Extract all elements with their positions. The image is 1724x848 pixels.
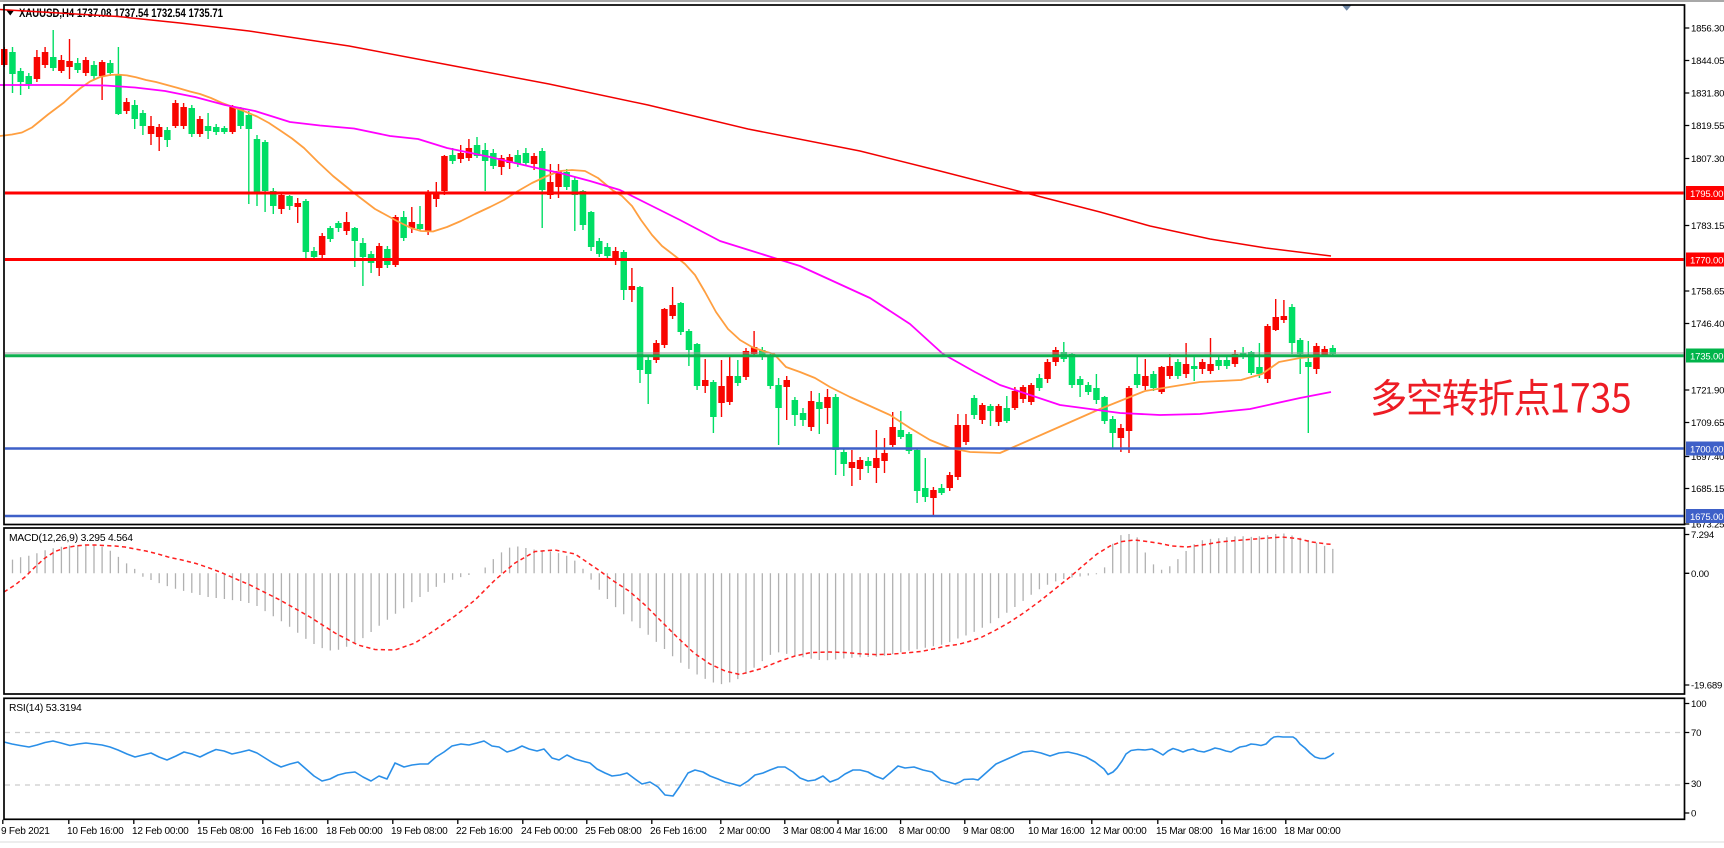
svg-text:MACD(12,26,9) 3.295 4.564: MACD(12,26,9) 3.295 4.564 xyxy=(9,533,133,544)
svg-text:25 Feb 08:00: 25 Feb 08:00 xyxy=(585,826,642,837)
svg-text:26 Feb 16:00: 26 Feb 16:00 xyxy=(650,826,707,837)
svg-text:10 Feb 16:00: 10 Feb 16:00 xyxy=(67,826,124,837)
svg-text:1709.65: 1709.65 xyxy=(1691,418,1724,429)
svg-text:XAUUSD,H4 1737.08 1737.54 173: XAUUSD,H4 1737.08 1737.54 1732.54 1735.7… xyxy=(19,6,223,20)
svg-text:1807.30: 1807.30 xyxy=(1691,154,1724,165)
svg-text:1721.90: 1721.90 xyxy=(1691,386,1724,397)
svg-text:1783.15: 1783.15 xyxy=(1691,221,1724,232)
svg-text:1697.40: 1697.40 xyxy=(1691,452,1724,463)
svg-text:7.294: 7.294 xyxy=(1691,530,1715,541)
svg-text:30: 30 xyxy=(1691,779,1701,790)
svg-text:1856.30: 1856.30 xyxy=(1691,24,1724,35)
svg-text:0: 0 xyxy=(1691,809,1696,820)
svg-text:0.00: 0.00 xyxy=(1691,569,1709,580)
svg-text:10 Mar 16:00: 10 Mar 16:00 xyxy=(1028,826,1085,837)
svg-text:RSI(14) 53.3194: RSI(14) 53.3194 xyxy=(9,703,82,714)
svg-text:1844.05: 1844.05 xyxy=(1691,56,1724,67)
svg-text:16 Feb 16:00: 16 Feb 16:00 xyxy=(261,826,318,837)
svg-text:-19.689: -19.689 xyxy=(1691,681,1722,692)
svg-text:12 Feb 00:00: 12 Feb 00:00 xyxy=(132,826,189,837)
svg-text:22 Feb 16:00: 22 Feb 16:00 xyxy=(456,826,513,837)
svg-text:15 Mar 08:00: 15 Mar 08:00 xyxy=(1156,826,1213,837)
svg-text:1685.15: 1685.15 xyxy=(1691,484,1724,495)
svg-text:1675.00: 1675.00 xyxy=(1690,512,1723,523)
svg-text:24 Feb 00:00: 24 Feb 00:00 xyxy=(521,826,578,837)
svg-text:1831.80: 1831.80 xyxy=(1691,89,1724,100)
svg-text:100: 100 xyxy=(1691,699,1706,710)
svg-text:3 Mar 08:00: 3 Mar 08:00 xyxy=(783,826,835,837)
svg-text:16 Mar 16:00: 16 Mar 16:00 xyxy=(1220,826,1277,837)
svg-text:1735.00: 1735.00 xyxy=(1690,352,1723,363)
svg-text:1795.00: 1795.00 xyxy=(1690,189,1723,200)
svg-text:12 Mar 00:00: 12 Mar 00:00 xyxy=(1090,826,1147,837)
svg-text:1673.25: 1673.25 xyxy=(1691,520,1724,531)
svg-text:1746.40: 1746.40 xyxy=(1691,319,1724,330)
svg-text:70: 70 xyxy=(1691,728,1701,739)
svg-text:2 Mar 00:00: 2 Mar 00:00 xyxy=(719,826,771,837)
svg-text:1770.00: 1770.00 xyxy=(1690,256,1723,267)
svg-text:9 Feb 2021: 9 Feb 2021 xyxy=(1,826,50,837)
svg-text:9 Mar 08:00: 9 Mar 08:00 xyxy=(963,826,1015,837)
svg-text:4 Mar 16:00: 4 Mar 16:00 xyxy=(836,826,888,837)
svg-text:15 Feb 08:00: 15 Feb 08:00 xyxy=(197,826,254,837)
svg-text:19 Feb 08:00: 19 Feb 08:00 xyxy=(391,826,448,837)
svg-text:8 Mar 00:00: 8 Mar 00:00 xyxy=(899,826,951,837)
svg-text:1758.65: 1758.65 xyxy=(1691,287,1724,298)
svg-text:18 Feb 00:00: 18 Feb 00:00 xyxy=(326,826,383,837)
svg-text:1700.00: 1700.00 xyxy=(1690,445,1723,456)
svg-text:1819.55: 1819.55 xyxy=(1691,121,1724,132)
svg-text:18 Mar 00:00: 18 Mar 00:00 xyxy=(1284,826,1341,837)
